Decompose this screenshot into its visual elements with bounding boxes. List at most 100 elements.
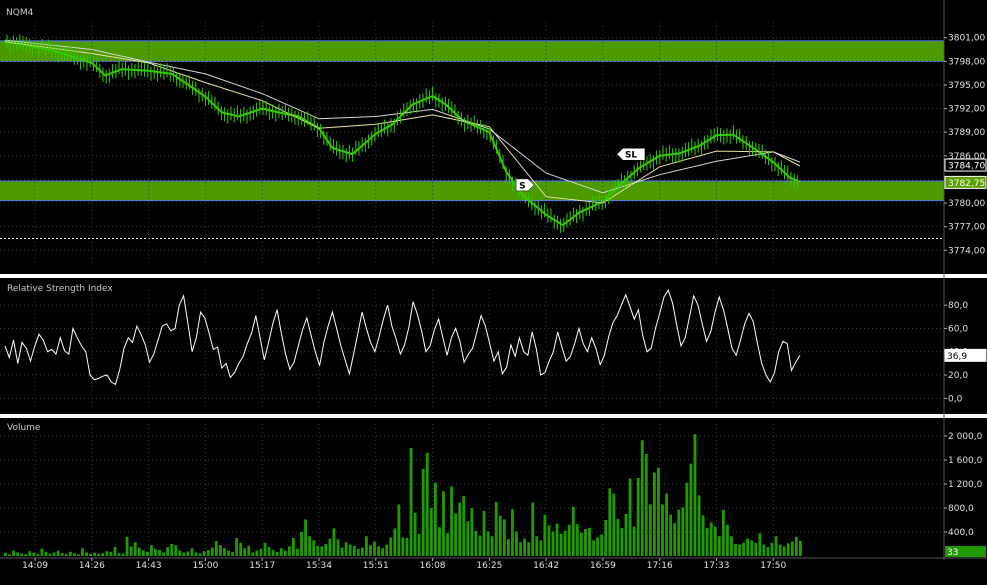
volume-bar	[531, 502, 535, 556]
trade-marker-shape	[515, 178, 535, 192]
volume-bar	[300, 532, 303, 556]
volume-bar	[579, 532, 583, 556]
time-axis-label: 17:33	[704, 561, 730, 571]
volume-bar	[214, 541, 218, 556]
volume-bar	[612, 493, 616, 556]
volume-bar	[28, 551, 32, 556]
volume-bar	[620, 527, 624, 556]
volume-bar	[559, 533, 563, 556]
volume-bar	[389, 537, 393, 556]
volume-panel-separator	[0, 414, 987, 418]
volume-bar	[547, 525, 551, 556]
volume-bar	[563, 530, 567, 556]
volume-bar	[519, 542, 522, 556]
panel-separators	[0, 0, 987, 560]
volume-bar	[36, 553, 40, 556]
grid-lines	[0, 22, 944, 556]
volume-bar	[145, 551, 149, 556]
volume-bar	[4, 552, 7, 556]
volume-bar	[689, 463, 693, 556]
volume-bar	[40, 548, 44, 556]
volume-bar	[539, 540, 543, 556]
volume-bar	[287, 546, 291, 556]
volume-bar	[778, 544, 782, 556]
volume-bar	[332, 528, 336, 556]
price-axis: 3801,00 3798,00 3795,00 3792,00 3789,00 3786,…	[944, 34, 987, 256]
volume-bar	[458, 502, 462, 556]
volume-bar	[725, 524, 729, 556]
volume-bar	[275, 551, 279, 556]
volume-bar	[344, 542, 348, 556]
rsi-axis: 80,060,040,020,00,036,9	[944, 301, 987, 404]
price-line	[4, 40, 801, 227]
volume-bar	[324, 544, 328, 556]
volume-bar	[81, 548, 84, 556]
volume-bar	[575, 524, 579, 556]
volume-bar	[158, 550, 161, 556]
volume-bar	[129, 546, 133, 556]
volume-bar	[356, 548, 360, 556]
volume-bar	[652, 472, 656, 556]
time-axis-label: 17:16	[647, 561, 673, 571]
volume-bar	[482, 511, 486, 556]
volume-bar	[235, 538, 239, 556]
volume-bar	[799, 541, 802, 556]
volume-bar	[182, 552, 186, 556]
volume-bar	[567, 524, 571, 556]
time-axis-label: 16:42	[533, 561, 559, 571]
volume-series	[4, 434, 802, 556]
volume-bar	[490, 536, 494, 556]
volume-axis-label: 2 000,0	[948, 432, 983, 442]
volume-bar	[186, 551, 190, 556]
volume-bar	[190, 548, 194, 556]
volume-bar	[750, 540, 754, 556]
volume-bar	[555, 523, 559, 556]
current-price-box	[944, 175, 987, 189]
volume-bar	[174, 545, 178, 556]
moving-average-slow-line	[4, 39, 801, 194]
volume-bar	[259, 548, 263, 556]
volume-bar	[227, 550, 230, 556]
volume-bar	[661, 504, 664, 556]
volume-bar	[279, 548, 283, 556]
volume-bar	[470, 508, 474, 556]
volume-bar	[162, 552, 166, 556]
trade-marker-sl: SL	[616, 147, 646, 161]
volume-bar	[20, 553, 24, 556]
volume-bar	[316, 545, 320, 556]
volume-bar	[97, 553, 101, 556]
volume-bar	[210, 547, 214, 556]
volume-bar	[758, 533, 762, 556]
volume-bar	[283, 550, 287, 556]
price-axis-label: 3780,00	[948, 199, 985, 209]
volume-bar	[360, 547, 364, 556]
volume-bar	[454, 513, 458, 556]
price-zone-1	[0, 40, 944, 62]
price-axis-label: 3786,00	[948, 152, 985, 162]
volume-bar	[64, 553, 68, 556]
volume-bar	[486, 531, 490, 556]
volume-bar	[304, 519, 307, 556]
volume-bar	[766, 547, 770, 556]
volume-bar	[150, 545, 153, 556]
volume-bar	[515, 531, 518, 556]
volume-bar	[170, 544, 174, 556]
volume-bar	[409, 448, 413, 556]
volume-bar	[669, 514, 673, 556]
volume-bar	[600, 534, 604, 556]
volume-bar	[141, 550, 145, 556]
price-axis-label: 3798,00	[948, 57, 985, 67]
volume-bar	[701, 515, 705, 556]
trade-marker-shape	[616, 147, 646, 161]
volume-bar	[336, 539, 340, 556]
volume-bar	[588, 527, 591, 556]
volume-bar	[52, 552, 56, 556]
volume-bar	[109, 551, 113, 556]
time-axis-label: 16:25	[476, 561, 502, 571]
volume-bar	[770, 542, 774, 556]
time-axis-label: 15:34	[306, 561, 332, 571]
moving-average-fast-line	[4, 41, 801, 204]
volume-bar	[705, 527, 709, 556]
volume-bar	[657, 467, 660, 556]
volume-bar	[202, 551, 206, 556]
